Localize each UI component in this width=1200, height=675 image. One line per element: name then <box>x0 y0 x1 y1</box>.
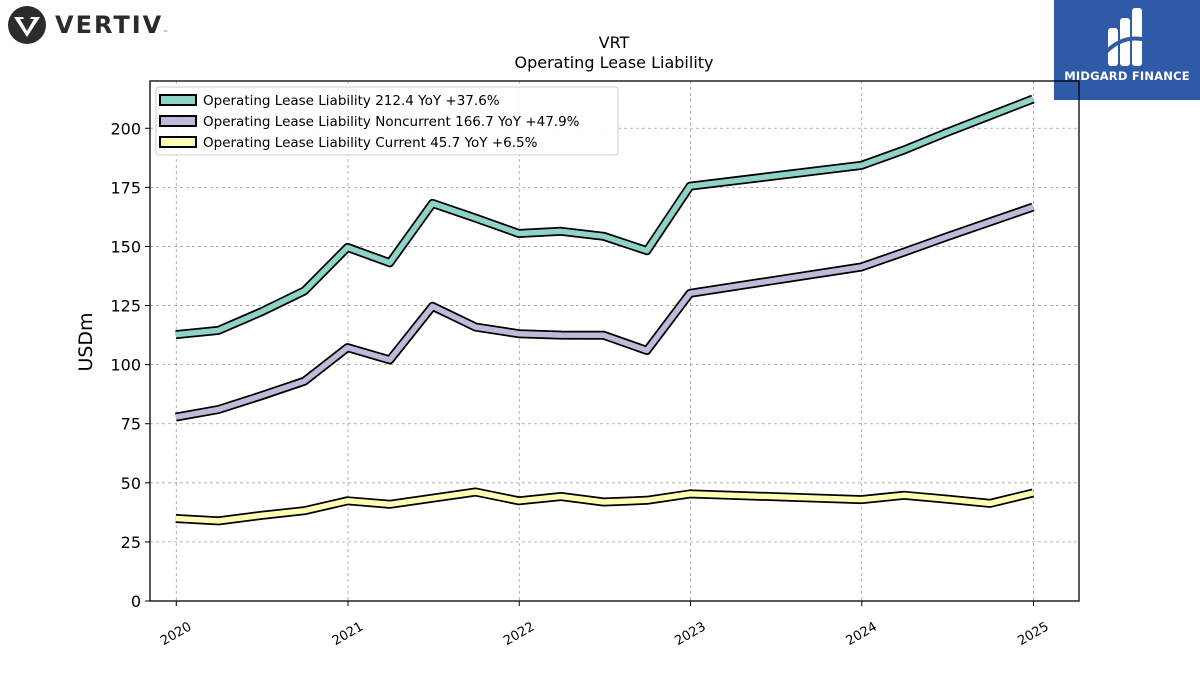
x-tick-label: 2024 <box>844 619 880 649</box>
legend-entry: Operating Lease Liability 212.4 YoY +37.… <box>203 93 500 109</box>
y-tick-label: 50 <box>121 474 141 493</box>
series-lines <box>175 94 1035 526</box>
legend-swatch <box>159 115 197 127</box>
y-tick-label: 175 <box>110 178 141 197</box>
legend-box <box>155 86 619 156</box>
y-tick-label: 200 <box>110 119 141 138</box>
chart-subtitle: Operating Lease Liability <box>514 53 713 72</box>
y-tick-label: 125 <box>110 297 141 316</box>
vertiv-trademark: ™ <box>163 30 169 36</box>
series-line <box>175 204 1034 420</box>
y-tick-label: 75 <box>121 415 141 434</box>
vertiv-wordmark: VERTIV <box>55 11 164 39</box>
legend-entry: Operating Lease Liability Noncurrent 166… <box>203 114 580 130</box>
x-tick-label: 2021 <box>330 619 366 649</box>
y-tick-label: 0 <box>131 592 141 611</box>
x-tick-label: 2020 <box>158 619 194 649</box>
legend-swatch <box>159 94 197 106</box>
midgard-wordmark: MIDGARD FINANCE <box>1064 69 1190 83</box>
series-line <box>175 489 1034 524</box>
x-tick-label: 2023 <box>672 619 708 649</box>
y-tick-label: 150 <box>110 237 141 256</box>
chart-title: VRT <box>599 33 630 52</box>
y-axis-label: USDm <box>75 312 97 371</box>
vertiv-logo: VERTIV ™ <box>8 6 168 44</box>
legend: Operating Lease Liability 212.4 YoY +37.… <box>155 86 619 156</box>
series-line <box>175 96 1034 338</box>
vertiv-emblem-icon <box>8 6 46 44</box>
x-axis: 2020 2021 2022 2023 2024 2025 <box>158 601 1051 649</box>
midgard-finance-logo: MIDGARD FINANCE <box>1054 0 1200 100</box>
y-axis: 0 25 50 75 100 125 150 175 200 <box>110 119 150 611</box>
x-tick-label: 2022 <box>501 619 537 649</box>
midgard-emblem-icon <box>1104 8 1147 66</box>
legend-swatch <box>159 136 197 148</box>
y-tick-label: 100 <box>110 356 141 375</box>
legend-entry: Operating Lease Liability Current 45.7 Y… <box>203 135 538 151</box>
x-tick-label: 2025 <box>1015 619 1051 649</box>
plot-frame <box>149 80 1080 602</box>
y-tick-label: 25 <box>121 533 141 552</box>
